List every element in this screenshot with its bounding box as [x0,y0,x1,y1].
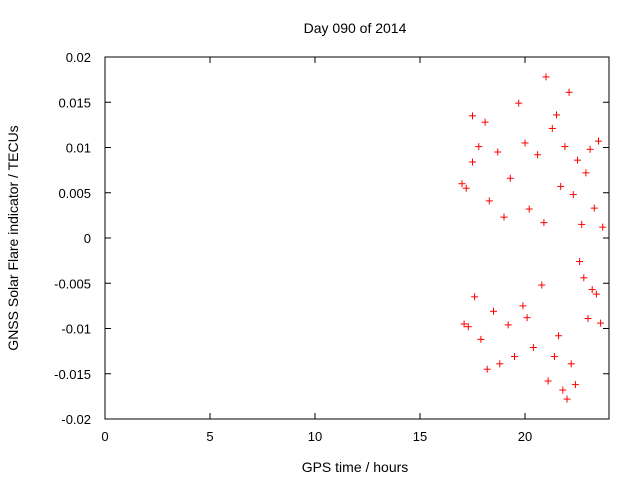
y-tick-label: 0.02 [66,50,91,65]
data-point [544,377,552,385]
data-point [574,156,581,164]
data-point [469,158,476,166]
data-point [481,118,489,126]
data-point [595,137,602,145]
data-point [515,99,523,107]
data-point [506,174,514,182]
data-point [523,314,531,322]
data-point [542,73,550,81]
data-point [599,223,607,231]
data-point [582,169,590,177]
x-tick-label: 0 [101,429,108,444]
data-point [553,111,560,119]
data-point [485,197,493,205]
data-point [504,321,512,329]
y-tick-label: -0.005 [54,276,91,291]
data-point [548,124,556,132]
ticks: 0 5 10 15 20 0.02 0.015 0.01 0.005 0 -0.005 -0.01 -0… [54,50,609,444]
data-point [475,143,483,151]
data-point [567,360,575,368]
data-point [563,395,571,403]
data-point [483,365,491,373]
y-tick-label: -0.01 [61,322,91,337]
data-point [576,258,584,266]
chart-title: Day 090 of 2014 [304,20,407,36]
data-point [561,143,569,151]
x-tick-label: 10 [308,429,322,444]
data-point [550,353,558,361]
data-point [462,184,470,192]
data-point [525,205,533,213]
data-point [494,148,502,156]
data-point [586,145,594,153]
data-points [458,73,607,403]
data-point [559,386,567,394]
data-point [592,290,600,298]
data-point [460,320,468,328]
data-point [557,182,565,190]
data-point [471,293,479,301]
data-point [565,88,573,96]
data-point [490,307,497,315]
y-tick-label: -0.02 [61,412,91,427]
y-axis-label: GNSS Solar Flare indicator / TECUs [5,125,21,350]
data-point [519,302,527,310]
data-point [540,219,548,227]
x-axis-label: GPS time / hours [302,459,409,475]
data-point [588,286,596,294]
data-point [571,381,579,389]
data-point [529,344,537,352]
y-tick-label: 0.015 [58,95,91,110]
data-point [538,281,546,289]
data-point [578,220,586,228]
y-tick-label: 0.01 [66,141,91,156]
x-tick-label: 5 [206,429,213,444]
y-tick-label: 0 [84,231,91,246]
x-tick-label: 20 [518,429,532,444]
data-point [477,335,485,343]
data-point [458,180,466,188]
data-point [511,353,518,361]
data-point [580,274,588,282]
data-point [464,323,472,331]
data-point [590,204,598,212]
data-point [569,191,577,199]
x-tick-label: 15 [413,429,427,444]
data-point [500,213,508,221]
data-point [597,319,605,327]
data-point [584,315,592,323]
data-point [521,139,529,147]
data-point [496,360,504,368]
data-point [555,332,563,340]
data-point [469,112,476,120]
y-tick-label: 0.005 [58,186,91,201]
data-point [534,151,542,159]
plot-frame [104,56,610,420]
y-tick-label: -0.015 [54,367,91,382]
